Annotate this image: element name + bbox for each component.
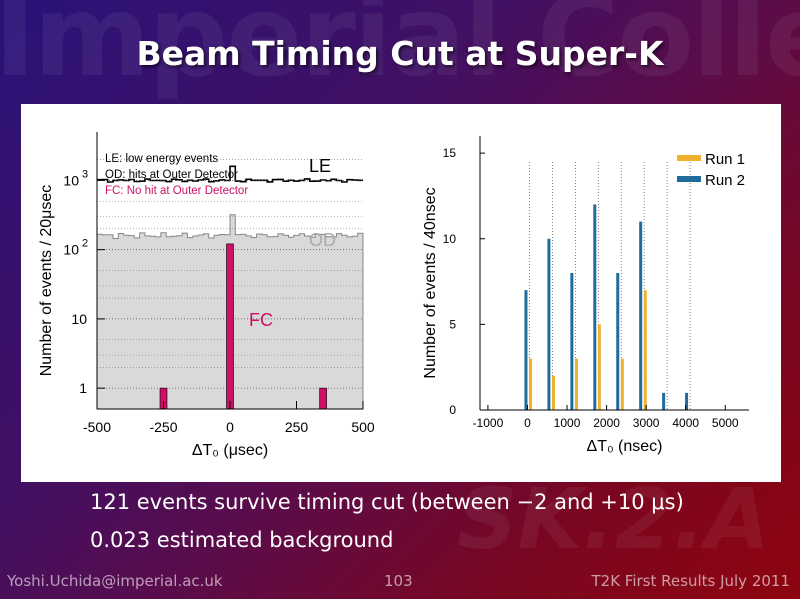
y-axis-label: Number of events / 20μsec	[38, 185, 55, 377]
y-tick-label: 5	[449, 317, 456, 331]
x-tick-label: -1000	[473, 416, 504, 430]
x-tick-label: 3000	[633, 416, 660, 430]
run1-bar	[574, 358, 578, 410]
x-tick-label: 500	[351, 419, 375, 435]
run2-bar	[616, 273, 620, 410]
y-tick-exponent: 2	[82, 238, 88, 250]
right-chart: -1000 0 1000 2000 3000 4000 5000 0 5 10 15 ΔT₀ (nse…	[422, 136, 749, 455]
run1-bar	[597, 324, 601, 410]
run2-bar	[639, 221, 643, 410]
label-le: LE	[309, 156, 331, 176]
y-tick-exponent: 3	[82, 168, 88, 180]
run2-bar	[593, 204, 597, 410]
run2-bar	[570, 273, 574, 410]
x-tick-label: -250	[149, 419, 177, 435]
legend-label: Run 1	[705, 151, 745, 168]
bullet-2: 0.023 estimated background	[90, 528, 394, 552]
y-axis-label: Number of events / 40nsec	[422, 187, 439, 378]
legend-text: OD: hits at Outer Detector	[105, 169, 238, 181]
watermark-logo: SK.2.A	[457, 470, 770, 568]
run2-bar	[547, 238, 551, 410]
label-od: OD	[309, 230, 336, 250]
x-tick-label: 0	[226, 419, 234, 435]
y-tick-label: 10	[63, 242, 79, 258]
footer-event: T2K First Results July 2011	[591, 572, 791, 590]
label-fc: FC	[249, 310, 273, 330]
legend-swatch	[677, 176, 701, 182]
run2-bar	[685, 392, 689, 410]
x-tick-label: 1000	[554, 416, 581, 430]
x-tick-label: -500	[83, 419, 111, 435]
run1-bar	[551, 375, 555, 410]
x-axis-label: ΔT₀ (μsec)	[192, 442, 268, 459]
y-tick-label: 0	[449, 403, 456, 417]
y-tick-label: 10	[71, 311, 87, 327]
watermark-text: Imperial College	[0, 0, 800, 102]
legend-label: Run 2	[705, 172, 745, 189]
legend-text: FC: No hit at Outer Detector	[105, 185, 248, 197]
x-tick-label: 0	[524, 416, 531, 430]
run1-bar	[620, 358, 624, 410]
run1-bar	[529, 358, 533, 410]
footer-email[interactable]: Yoshi.Uchida@imperial.ac.uk	[7, 572, 223, 590]
x-tick-label: 4000	[672, 416, 699, 430]
run1-bar	[643, 290, 647, 410]
x-tick-label: 5000	[712, 416, 739, 430]
legend-swatch	[677, 155, 701, 161]
footer-page-number: 103	[384, 572, 413, 590]
x-tick-label: 250	[285, 419, 309, 435]
fc-bar	[319, 387, 327, 410]
fc-bar	[226, 243, 234, 410]
run2-bar	[524, 290, 528, 410]
le-histogram	[97, 165, 363, 183]
x-tick-label: 2000	[593, 416, 620, 430]
bullet-1: 121 events survive timing cut (between −…	[90, 490, 684, 514]
y-tick-label: 15	[443, 146, 457, 160]
legend-text: LE: low energy events	[105, 153, 218, 165]
x-axis-label: ΔT₀ (nsec)	[587, 438, 663, 455]
y-tick-label: 10	[63, 172, 79, 188]
y-tick-label: 1	[79, 380, 87, 396]
figure-panel: -500 -250 0 250 500 1 10 10 2 10 3 ΔT₀ (μsec) Number…	[21, 104, 781, 482]
y-tick-label: 10	[443, 232, 457, 246]
run2-bar	[662, 392, 666, 410]
slide-title: Beam Timing Cut at Super-K	[136, 34, 664, 73]
